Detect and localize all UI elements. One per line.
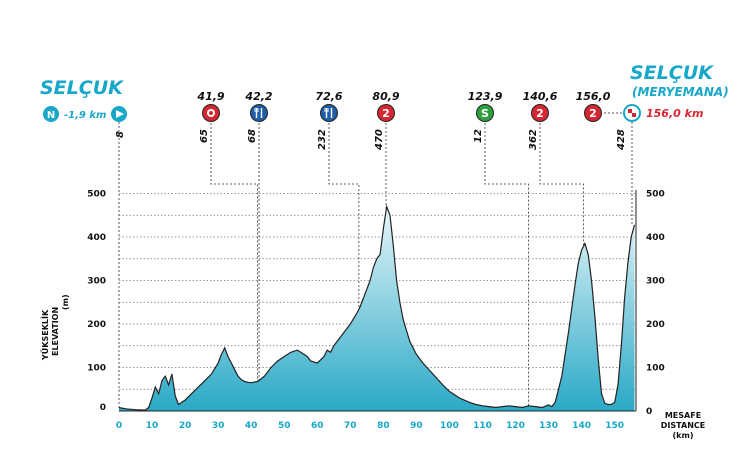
y-tick-left: 300	[87, 277, 106, 287]
finish-km: 156,0 km	[646, 107, 703, 120]
start-city: SELÇUK	[40, 77, 124, 99]
play-icon	[116, 110, 124, 118]
start-altitude: 8	[115, 131, 126, 138]
marker-altitude: 12	[473, 129, 484, 143]
marker-climb: 156,02	[576, 90, 611, 122]
y-tick-right: 0	[646, 407, 652, 417]
climb-icon	[531, 104, 549, 122]
y-ticks-left: 0 100 200 300 400 500	[87, 190, 106, 414]
x-tick: 70	[344, 421, 357, 431]
marker-leader-line	[539, 123, 585, 247]
marker-km-label: 156,0	[576, 90, 611, 103]
x-tick: 150	[605, 421, 624, 431]
y-tick-right: 500	[646, 190, 665, 200]
marker-altitude: 232	[317, 129, 328, 150]
x-tick: 10	[146, 421, 159, 431]
marker-feed: 72,6 232	[315, 90, 360, 310]
marker-sprint-s: 123,9 S 12	[468, 90, 529, 406]
y-tick-right: 400	[646, 233, 665, 243]
marker-climb: 140,6 2 362	[523, 90, 585, 247]
neutral-start-icon-label: N	[47, 110, 55, 121]
marker-km-label: 123,9	[468, 90, 503, 103]
y-axis-label-tr: YÜKSEKLİK	[40, 309, 50, 361]
marker-leader-line	[328, 123, 360, 310]
marker-altitude: 470	[374, 129, 385, 151]
y-axis-label-en: ELEVATION	[51, 307, 60, 356]
elevation-area	[119, 206, 635, 411]
marker-altitude: 362	[528, 129, 539, 150]
marker-icon-text: S	[481, 107, 489, 120]
x-tick: 140	[572, 421, 591, 431]
marker-km-label: 140,6	[523, 90, 558, 103]
grid-lines	[119, 193, 636, 390]
sprint-s-icon	[476, 104, 494, 122]
x-tick: 0	[116, 421, 122, 431]
x-tick: 130	[539, 421, 558, 431]
elevation-line	[118, 204, 636, 411]
marker-icon-text: 2	[589, 107, 597, 120]
x-tick: 60	[311, 421, 324, 431]
x-tick: 110	[473, 421, 492, 431]
marker-leader-line	[484, 123, 529, 406]
marker-km-label: 42,2	[244, 90, 272, 103]
y-tick-right: 200	[646, 320, 665, 330]
marker-altitude: 68	[247, 129, 258, 143]
climb-icon	[377, 104, 395, 122]
x-tick: 90	[410, 421, 423, 431]
x-tick: 20	[179, 421, 192, 431]
marker-icon-text: 2	[382, 107, 390, 120]
x-axis-label-tr: MESAFE	[665, 411, 701, 420]
finish-altitude: 428	[616, 129, 627, 151]
route-markers: 41,9 65 42,2 68 72,6 232 80,9 2 470 123,9 S 12 140,6…	[118, 90, 633, 409]
x-ticks: 0 10 20 30 40 50 60 70 80 90 100 110 120 130 140 150	[116, 421, 624, 431]
y-tick-left: 400	[87, 233, 106, 243]
finish-subtitle: (MERYEMANA)	[632, 85, 729, 99]
neutral-start-icon	[43, 106, 59, 122]
y-tick-right: 100	[646, 364, 665, 374]
x-tick: 50	[278, 421, 291, 431]
marker-climb: 80,9 2 470	[372, 90, 400, 209]
x-tick: 40	[245, 421, 258, 431]
x-axis-unit: (km)	[673, 431, 694, 440]
marker-icon-text: 2	[536, 107, 544, 120]
feed-icon	[250, 104, 268, 122]
marker-km-label: 41,9	[196, 90, 224, 103]
marker-sprint: 41,9 65	[196, 90, 258, 382]
y-axis-unit: (m)	[61, 294, 70, 310]
x-tick: 80	[377, 421, 390, 431]
feed-icon	[320, 104, 338, 122]
marker-leader-line	[210, 123, 258, 382]
marker-feed: 42,2 68	[244, 90, 273, 381]
y-tick-left: 0	[100, 403, 106, 413]
y-tick-right: 300	[646, 277, 665, 287]
y-tick-left: 500	[87, 190, 106, 200]
x-tick: 100	[440, 421, 459, 431]
marker-altitude: 65	[199, 129, 210, 143]
marker-km-label: 80,9	[372, 90, 399, 103]
x-tick: 120	[506, 421, 525, 431]
neutral-start-km: -1,9 km	[64, 110, 106, 121]
y-ticks-right: 0 100 200 300 400 500	[646, 190, 665, 418]
marker-km-label: 72,6	[315, 90, 342, 103]
climb-icon	[584, 104, 602, 122]
finish-city: SELÇUK	[630, 62, 714, 84]
y-tick-left: 200	[87, 320, 106, 330]
x-axis-label-en: DISTANCE	[661, 421, 705, 430]
x-tick: 30	[212, 421, 225, 431]
y-tick-left: 100	[87, 364, 106, 374]
checkered-flag-icon	[628, 109, 636, 117]
